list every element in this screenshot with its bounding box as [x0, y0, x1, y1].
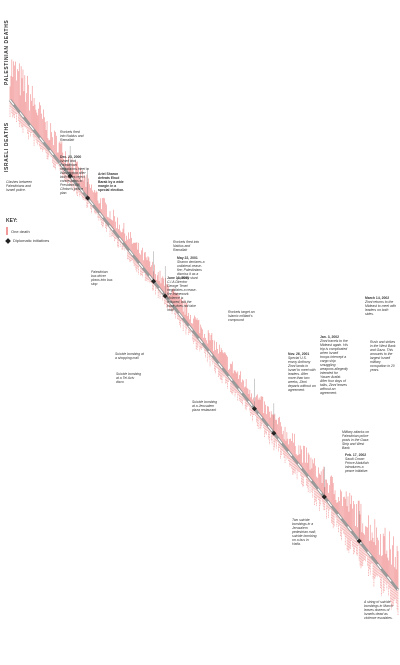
timeline-band: [8, 99, 400, 591]
israeli-deaths-label: ISRAELI DEATHS: [4, 122, 10, 172]
annotation-islamic-compound: Rockets target an Islamic militant's com…: [228, 310, 255, 322]
diamond-icon: [5, 237, 11, 244]
annotation-rockets-2: Rockets fired into Nablus and Ramallah: [173, 240, 200, 252]
annotation-jan-3: Jan. 3, 2002 Zinni travels to the Mideast…: [320, 335, 348, 395]
annotation-march-bombings: A string of suicide bombings in March le…: [364, 600, 393, 620]
legend-label-diplomatic: Diplomatic initiatives: [13, 238, 50, 243]
annotation-clashes: Clashes between Palestinians and Israeli…: [6, 180, 33, 192]
annotation-feb-17: Feb. 17, 2002 Saudi Crown Prince Abdullah…: [345, 453, 369, 473]
legend-label-death: One death: [11, 228, 30, 234]
annotation-sharon: Ariel Sharon defeats Ehud Barak by a wid…: [98, 172, 125, 192]
annotation-jerusalem-mall: Two suicide bombings in a Jerusalem pede…: [292, 518, 317, 546]
diamond-icon: [321, 494, 327, 500]
legend-title: KEY:: [6, 218, 18, 224]
annotation-may-22: May 22, 2001 Sharon declares a unilateral…: [177, 256, 205, 280]
annotation-bus-driver: Palestinian bus driver plows into bus st…: [91, 270, 113, 286]
annotation-shopping-mall: Suicide bombing at a shopping mall: [115, 352, 144, 360]
annotation-police-posts: Military attacks on Palestinian police p…: [342, 430, 370, 450]
palestinian-deaths-label: PALESTINIAN DEATHS: [4, 19, 10, 85]
death-swatch: [6, 227, 8, 235]
legend: KEY: One death Diplomatic initiatives: [5, 218, 50, 246]
annotation-march-14: March 14, 2002 Zinni returns to the Midea…: [365, 296, 397, 316]
annotation-nov-26: Nov. 26, 2001 Special U.S. envoy Anthony …: [288, 352, 316, 392]
legend-item-diplomatic: Diplomatic initiatives: [5, 237, 50, 244]
timeline-axis: [8, 99, 400, 591]
annotation-june-13: June 13, 2001 C.I.A Director George Tenet…: [167, 276, 197, 312]
annotation-disco: Suicide bombing at a Tel Aviv disco: [116, 372, 142, 384]
annotation-west-bank-occupation: Rush and strikes in the West Bank and Ga…: [370, 340, 396, 372]
legend-item-death: One death: [6, 227, 49, 235]
annotation-pizza: Suicide bombing at a Jerusalem pizza res…: [192, 400, 218, 412]
annotation-rockets-1: Rockets fired into Nablus and Ramallah: [60, 130, 84, 142]
annotation-dec-23: Dec. 23, 2000 Israeli and Palestinian neg…: [60, 155, 89, 195]
